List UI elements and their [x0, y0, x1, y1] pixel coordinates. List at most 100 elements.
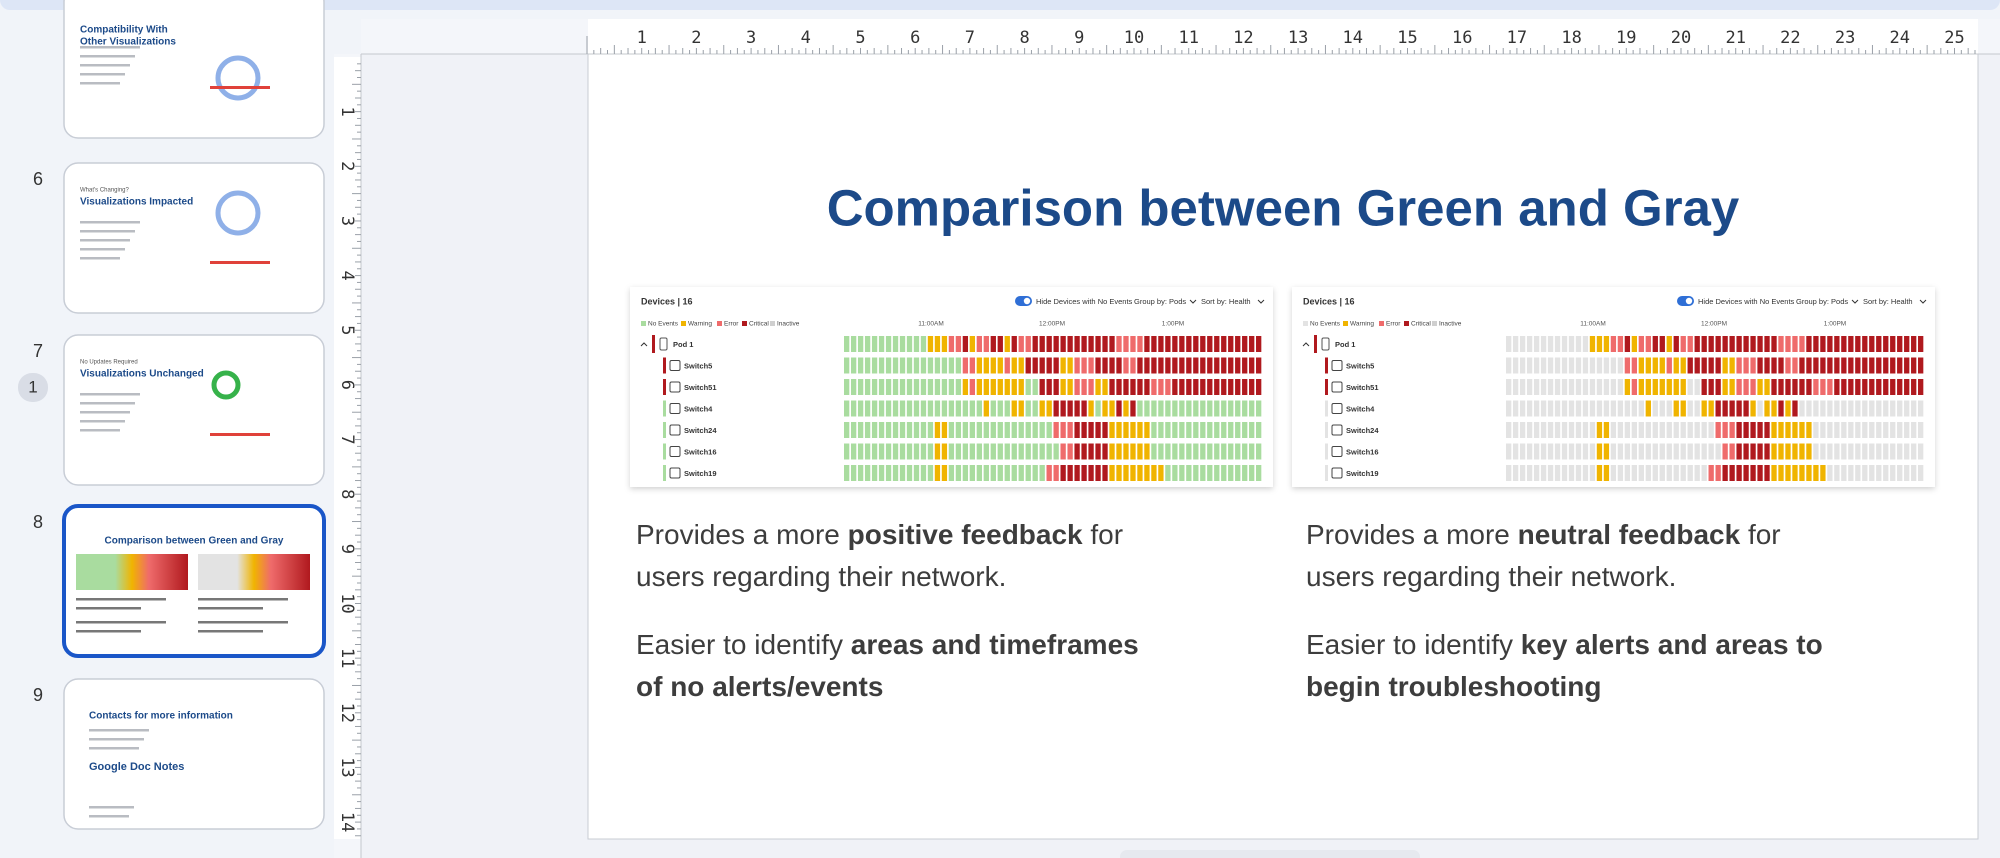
- heat-cell: [955, 379, 962, 395]
- status-bar: [1325, 400, 1328, 417]
- status-bar: [663, 465, 666, 481]
- text-run: users regarding their network.: [1306, 561, 1676, 592]
- thumbnail-frame[interactable]: [63, 334, 325, 486]
- heat-cell: [1876, 379, 1882, 395]
- legend-label: Inactive: [1439, 321, 1462, 328]
- heat-cell: [1638, 336, 1644, 352]
- switch-icon: [669, 424, 681, 436]
- ruler-label: 1: [337, 107, 357, 117]
- heat-cell: [1918, 422, 1924, 438]
- status-bar: [652, 335, 655, 353]
- heat-cell: [1820, 379, 1826, 395]
- heat-cell: [1799, 465, 1805, 481]
- heat-cell: [1172, 443, 1178, 460]
- row-label[interactable]: Switch19: [1346, 469, 1379, 478]
- heat-cell: [1820, 443, 1826, 460]
- heat-cell: [990, 336, 996, 352]
- row-label[interactable]: Switch16: [1346, 447, 1379, 456]
- status-bar: [663, 443, 666, 460]
- heat-cell: [962, 465, 969, 481]
- heat-cell: [1088, 336, 1094, 352]
- scrollbar[interactable]: [1120, 850, 1420, 858]
- heat-cell: [1512, 422, 1519, 438]
- slide-thumbnail[interactable]: 9 Contacts for more information Google Doc…: [33, 678, 325, 830]
- row-label[interactable]: Switch4: [1346, 404, 1375, 413]
- heat-cell: [1575, 422, 1582, 438]
- heat-cell: [1918, 379, 1924, 395]
- thumbnail-frame[interactable]: [62, 504, 326, 658]
- heat-cell: [1186, 336, 1192, 352]
- heat-cell: [1249, 443, 1255, 460]
- heat-cell: [1897, 336, 1903, 352]
- row-label[interactable]: Pod 1: [1335, 340, 1355, 349]
- heat-cell: [1074, 443, 1080, 460]
- slide-thumbnail[interactable]: 7 1 No Updates Required Visualizations Unch…: [18, 334, 325, 486]
- thumbnail-number: 9: [33, 685, 43, 705]
- heat-cell: [1547, 379, 1554, 395]
- heat-cell: [1172, 357, 1178, 374]
- heat-cell: [1123, 465, 1129, 481]
- row-label[interactable]: Pod 1: [673, 340, 693, 349]
- row-label[interactable]: Switch5: [684, 361, 712, 370]
- heat-cell: [864, 465, 871, 481]
- row-label[interactable]: Switch4: [684, 404, 713, 413]
- heat-cell: [1053, 357, 1059, 374]
- heat-cell: [1165, 400, 1171, 417]
- heat-cell: [885, 357, 892, 374]
- heat-cell: [1235, 336, 1241, 352]
- heat-cell: [1158, 465, 1164, 481]
- heat-cell: [983, 357, 989, 374]
- heat-cell: [1200, 357, 1206, 374]
- heat-cell: [1862, 443, 1868, 460]
- heat-cell: [1053, 336, 1059, 352]
- row-label[interactable]: Switch19: [684, 469, 717, 478]
- sort-by[interactable]: Sort by: Health: [1201, 297, 1251, 306]
- heat-cell: [1025, 379, 1031, 395]
- row-label[interactable]: Switch16: [684, 447, 717, 456]
- collapse-chevron[interactable]: [1302, 342, 1310, 347]
- heat-cell: [1540, 357, 1547, 374]
- switch-icon: [669, 446, 681, 457]
- thumbnail-text-line: [198, 630, 263, 633]
- thumbnail-donut: [211, 370, 241, 400]
- ruler-label: 3: [746, 28, 756, 48]
- heat-cell: [1046, 357, 1052, 374]
- text-run: key alerts and areas to: [1521, 629, 1823, 660]
- heat-cell: [1841, 443, 1847, 460]
- heat-cell: [1102, 400, 1108, 417]
- heat-cell: [1533, 443, 1540, 460]
- group-by[interactable]: Group by: Pods: [1796, 297, 1848, 306]
- heat-cell: [906, 357, 913, 374]
- heat-cell: [1060, 336, 1066, 352]
- heat-cell: [1722, 336, 1728, 352]
- collapse-chevron[interactable]: [640, 342, 648, 347]
- group-by[interactable]: Group by: Pods: [1134, 297, 1186, 306]
- legend-swatch: [1303, 321, 1308, 326]
- row-label[interactable]: Switch51: [684, 383, 717, 392]
- time-label: 1:00PM: [1162, 321, 1184, 328]
- thumbnail-frame[interactable]: [63, 0, 325, 139]
- row-label[interactable]: Switch51: [1346, 383, 1379, 392]
- heat-cell: [913, 422, 920, 438]
- heat-cell: [857, 336, 864, 352]
- ruler-label: 25: [1944, 28, 1964, 48]
- slide-thumbnail[interactable]: 6 What's Changing? Visualizations Impacted: [33, 162, 325, 314]
- thumbnail-frame[interactable]: [63, 678, 325, 830]
- heat-cell: [1890, 379, 1896, 395]
- thumbnail-frame[interactable]: [63, 162, 325, 314]
- heat-cell: [1610, 379, 1617, 395]
- legend-label: Critical: [749, 321, 769, 328]
- row-label[interactable]: Switch5: [1346, 361, 1374, 370]
- heat-cell: [906, 336, 913, 352]
- heat-cell: [1144, 336, 1150, 352]
- heat-cell: [1666, 336, 1672, 352]
- sort-by[interactable]: Sort by: Health: [1863, 297, 1913, 306]
- row-label[interactable]: Switch24: [684, 426, 717, 435]
- heat-cell: [1186, 465, 1192, 481]
- heat-cell: [1519, 465, 1526, 481]
- row-label[interactable]: Switch24: [1346, 426, 1379, 435]
- slide-thumbnail[interactable]: 8 Comparison between Green and Gray: [33, 504, 326, 658]
- heat-cell: [1200, 465, 1206, 481]
- paragraph-line: Provides a more neutral feedback for: [1306, 519, 1781, 550]
